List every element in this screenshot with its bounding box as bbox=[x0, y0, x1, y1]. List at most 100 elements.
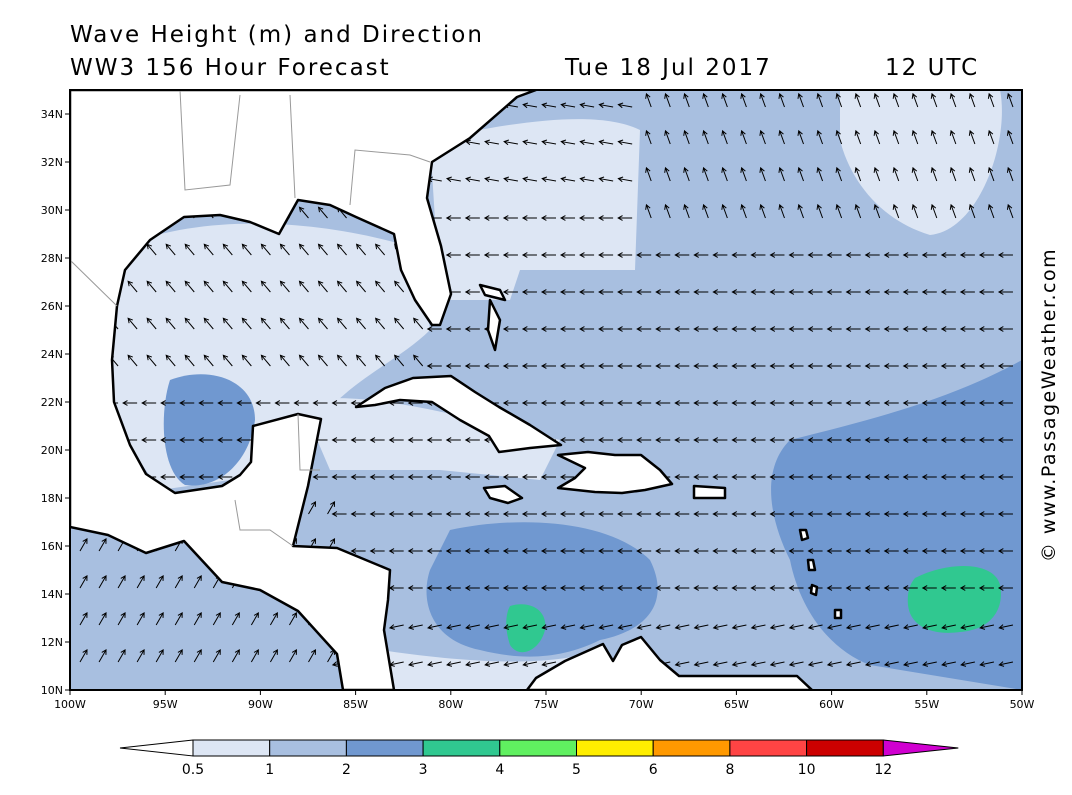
arrow bbox=[645, 166, 652, 182]
arrow bbox=[465, 176, 480, 183]
arrow bbox=[940, 326, 956, 332]
arrow bbox=[331, 437, 347, 443]
arrow bbox=[674, 661, 690, 667]
arrow bbox=[788, 363, 804, 369]
arrow bbox=[921, 363, 937, 369]
arrow bbox=[317, 317, 328, 330]
lat-label: 18N bbox=[41, 492, 63, 505]
arrow bbox=[521, 474, 537, 480]
cuba bbox=[354, 374, 563, 454]
arrow bbox=[122, 400, 138, 406]
arrow bbox=[308, 648, 317, 663]
arrow bbox=[483, 363, 499, 369]
arrow bbox=[355, 317, 366, 330]
arrow bbox=[636, 326, 652, 332]
bahamas bbox=[486, 298, 502, 352]
arrow bbox=[407, 585, 423, 591]
arrow bbox=[355, 243, 366, 256]
arrow bbox=[883, 585, 899, 591]
lat-label: 12N bbox=[41, 636, 63, 649]
arrow bbox=[445, 363, 461, 369]
arrow bbox=[540, 474, 556, 480]
arrow bbox=[949, 203, 957, 219]
arrow bbox=[327, 500, 336, 515]
arrow bbox=[636, 400, 652, 406]
arrow bbox=[864, 624, 880, 630]
arrow bbox=[617, 289, 633, 295]
arrow bbox=[559, 326, 576, 332]
arrow bbox=[655, 326, 671, 332]
arrow bbox=[997, 326, 1013, 332]
colorbar-box bbox=[499, 739, 577, 757]
arrow bbox=[922, 624, 937, 630]
lon-label: 70W bbox=[629, 698, 654, 711]
arrow bbox=[369, 474, 385, 480]
arrow bbox=[317, 243, 328, 256]
arrow bbox=[540, 326, 556, 332]
arrow bbox=[788, 289, 804, 295]
arrow bbox=[336, 243, 347, 256]
arrow bbox=[579, 289, 595, 295]
arrow bbox=[426, 474, 442, 480]
arrow bbox=[521, 326, 537, 332]
arrow bbox=[769, 363, 785, 369]
arrow bbox=[979, 624, 995, 630]
arrow bbox=[987, 92, 995, 108]
arrow bbox=[179, 474, 195, 480]
arrow bbox=[864, 252, 880, 258]
arrow bbox=[693, 511, 709, 517]
arrow bbox=[198, 437, 214, 443]
arrow bbox=[484, 139, 499, 146]
arrow bbox=[769, 511, 785, 517]
arrow bbox=[997, 400, 1013, 406]
arrow bbox=[693, 624, 709, 630]
arrow bbox=[1006, 129, 1014, 145]
arrow bbox=[146, 317, 157, 330]
arrow bbox=[941, 624, 956, 630]
arrow bbox=[560, 139, 576, 146]
arrow bbox=[892, 92, 900, 108]
arrow bbox=[940, 511, 956, 517]
arrow bbox=[940, 363, 956, 369]
arrow bbox=[997, 548, 1013, 554]
arrow bbox=[883, 548, 899, 554]
arrow bbox=[160, 437, 176, 443]
lat-label: 22N bbox=[41, 396, 63, 409]
arrow bbox=[655, 400, 671, 406]
arrow bbox=[279, 280, 290, 293]
arrow bbox=[79, 648, 88, 663]
arrow bbox=[426, 511, 442, 517]
arrow bbox=[298, 243, 309, 256]
time: 12 UTC bbox=[885, 55, 979, 81]
arrow bbox=[250, 611, 259, 626]
arrow bbox=[331, 474, 347, 480]
arrow bbox=[541, 102, 557, 109]
arrow bbox=[693, 437, 709, 443]
arrow bbox=[127, 354, 138, 367]
arrow bbox=[750, 474, 766, 480]
arrow bbox=[683, 166, 690, 182]
colorbar-label: 4 bbox=[495, 762, 504, 778]
arrow bbox=[997, 437, 1013, 443]
arrow bbox=[617, 215, 633, 221]
arrow bbox=[445, 548, 461, 554]
arrow bbox=[731, 252, 747, 258]
arrow bbox=[540, 548, 556, 554]
arrow bbox=[222, 243, 233, 256]
arrow bbox=[426, 548, 442, 554]
arrow bbox=[712, 661, 728, 667]
arrow bbox=[617, 511, 633, 517]
arrow bbox=[835, 129, 843, 145]
arrow bbox=[465, 624, 480, 630]
arrow bbox=[826, 624, 842, 630]
lon-label: 85W bbox=[343, 698, 368, 711]
arrow bbox=[873, 166, 881, 182]
arrow bbox=[731, 326, 747, 332]
arrow bbox=[883, 400, 899, 406]
arrow bbox=[769, 548, 785, 554]
arrow bbox=[693, 326, 709, 332]
arrow bbox=[998, 624, 1014, 630]
arrow bbox=[222, 280, 233, 293]
arrow bbox=[79, 611, 88, 626]
